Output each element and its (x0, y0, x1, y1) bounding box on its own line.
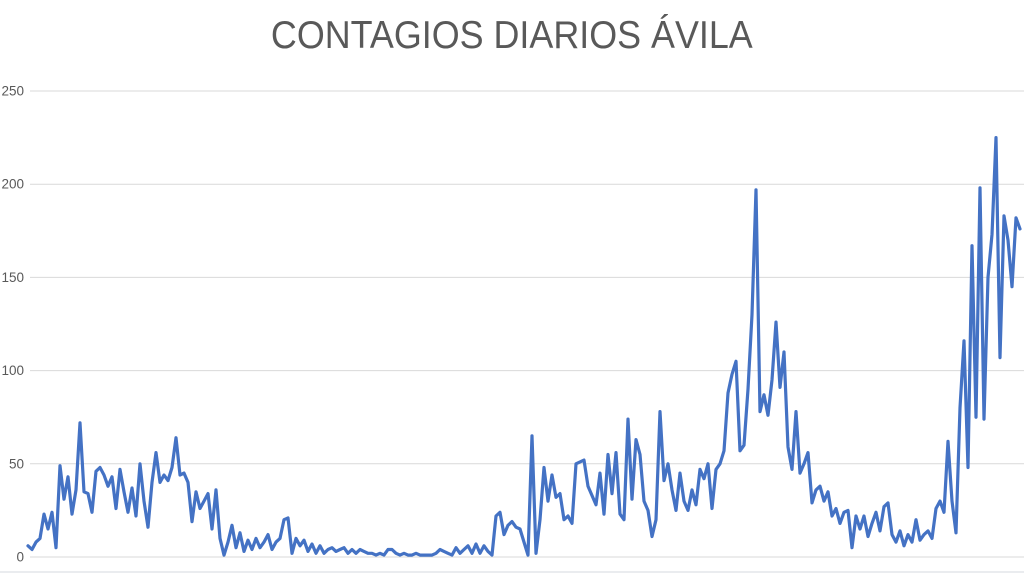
y-axis-tick-label: 250 (1, 84, 24, 99)
y-axis-tick-label: 100 (1, 363, 24, 378)
y-axis-tick-labels: 0 50 100 150 200 250 (1, 84, 24, 565)
y-axis-tick-label: 0 (16, 550, 24, 565)
y-axis-tick-label: 50 (9, 456, 24, 471)
y-axis-tick-label: 200 (1, 177, 24, 192)
data-series-line (26, 136, 1022, 557)
gridlines (30, 90, 1024, 558)
y-axis-tick-label: 150 (1, 270, 24, 285)
chart-title: CONTAGIOS DIARIOS ÁVILA (270, 14, 753, 57)
